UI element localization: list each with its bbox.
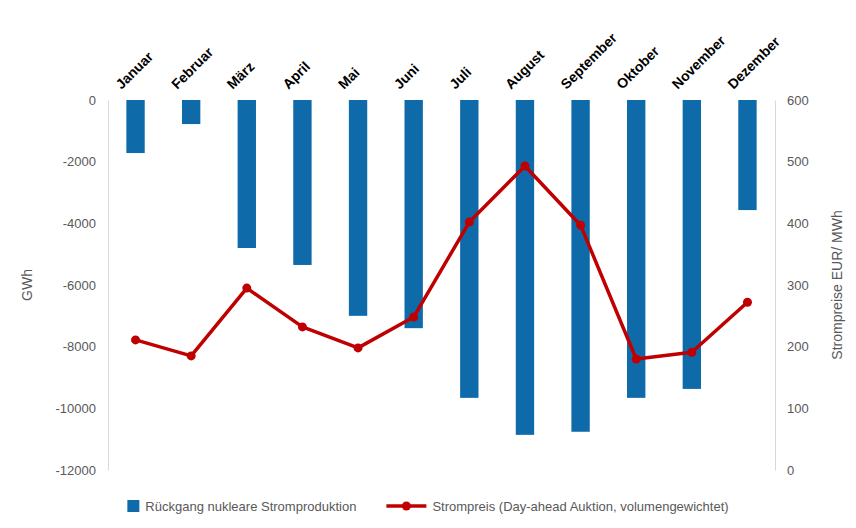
legend-item: Rückgang nukleare Stromproduktion (127, 499, 356, 514)
marker (576, 221, 585, 230)
x-tick-label: Januar (112, 48, 156, 92)
chart: -12000 -10000 -8000 -6000 -4000 -2000 0 0 100 200… (0, 0, 856, 528)
y2-tick: 500 (775, 154, 809, 169)
x-tick-label: November (669, 32, 729, 92)
marker (743, 298, 752, 307)
y2-tick: 300 (775, 278, 809, 293)
marker (354, 343, 363, 352)
y2-tick-label: 100 (787, 401, 809, 416)
y2-tick: 400 (775, 216, 809, 231)
y-tick-label: -10000 (56, 401, 96, 416)
legend-label: Strompreis (Day-ahead Auktion, volumenge… (432, 499, 728, 514)
y-tick-label: -8000 (63, 339, 96, 354)
y-tick-label: -6000 (63, 278, 96, 293)
axis-line (108, 101, 109, 471)
y-tick: -10000 (56, 401, 108, 416)
x-axis: Januar FebruarMärz April Mai Juni Juli AugustS… (112, 29, 783, 92)
marker (409, 313, 418, 322)
y2-tick-label: 400 (787, 216, 809, 231)
marker (465, 218, 474, 227)
y-tick-label: -12000 (56, 463, 96, 478)
x-tick-label: Juni (390, 60, 422, 92)
x-tick-label: März (224, 58, 258, 92)
bar (571, 100, 589, 432)
y-tick-label: 0 (89, 93, 96, 108)
x-tick-label: Februar (168, 44, 217, 93)
bar (293, 100, 311, 265)
y2-tick-label: 600 (787, 93, 809, 108)
bar (238, 100, 256, 248)
bar-series (126, 100, 756, 435)
bar (460, 100, 478, 398)
y-tick: -4000 (63, 216, 108, 231)
y-tick: -12000 (56, 463, 108, 478)
y-tick: -2000 (63, 154, 108, 169)
bar (627, 100, 645, 398)
x-tick-label: September (557, 29, 620, 92)
marker-group (131, 161, 752, 363)
legend-swatch (127, 500, 139, 512)
y2-tick-label: 500 (787, 154, 809, 169)
y2-tick: 600 (775, 93, 809, 108)
marker (687, 348, 696, 357)
y2-axis-title: Strompreise EUR/ MWh (829, 210, 845, 359)
y2-tick: 100 (775, 401, 809, 416)
y2-tick: 200 (775, 339, 809, 354)
bar (349, 100, 367, 316)
x-tick-label: Mai (335, 64, 363, 92)
axis-line (775, 101, 776, 471)
x-tick-label: Dezember (724, 33, 783, 92)
y-tick: -6000 (63, 278, 108, 293)
plot-area (126, 100, 756, 435)
legend-item: Strompreis (Day-ahead Auktion, volumenge… (386, 499, 728, 514)
marker (298, 322, 307, 331)
y2-tick-label: 200 (787, 339, 809, 354)
y2-axis: 0 100 200 300 400 500 600 (775, 93, 809, 478)
x-tick-label: August (502, 46, 548, 92)
legend: Rückgang nukleare Stromproduktion Strompr… (127, 499, 728, 514)
y-tick-label: -4000 (63, 216, 96, 231)
legend-label: Rückgang nukleare Stromproduktion (145, 499, 356, 514)
legend-marker (402, 502, 411, 511)
x-tick-label: Juli (446, 64, 474, 92)
bar (182, 100, 200, 124)
line (136, 166, 748, 359)
y-tick: -8000 (63, 339, 108, 354)
x-tick-label: April (279, 58, 313, 92)
bar (405, 100, 423, 328)
y-axis-title: GWh (19, 269, 35, 301)
marker (632, 355, 641, 364)
y-tick-label: -2000 (63, 154, 96, 169)
marker (131, 335, 140, 344)
y2-tick: 0 (775, 463, 794, 478)
x-tick-label: Oktober (613, 42, 663, 92)
marker (242, 284, 251, 293)
bar (738, 100, 756, 210)
y2-tick-label: 0 (787, 463, 794, 478)
y-tick: 0 (89, 93, 108, 108)
bar (516, 100, 534, 435)
bar (126, 100, 144, 153)
y-axis: -12000 -10000 -8000 -6000 -4000 -2000 0 (56, 93, 109, 478)
marker (187, 351, 196, 360)
marker (520, 161, 529, 170)
y2-tick-label: 300 (787, 278, 809, 293)
